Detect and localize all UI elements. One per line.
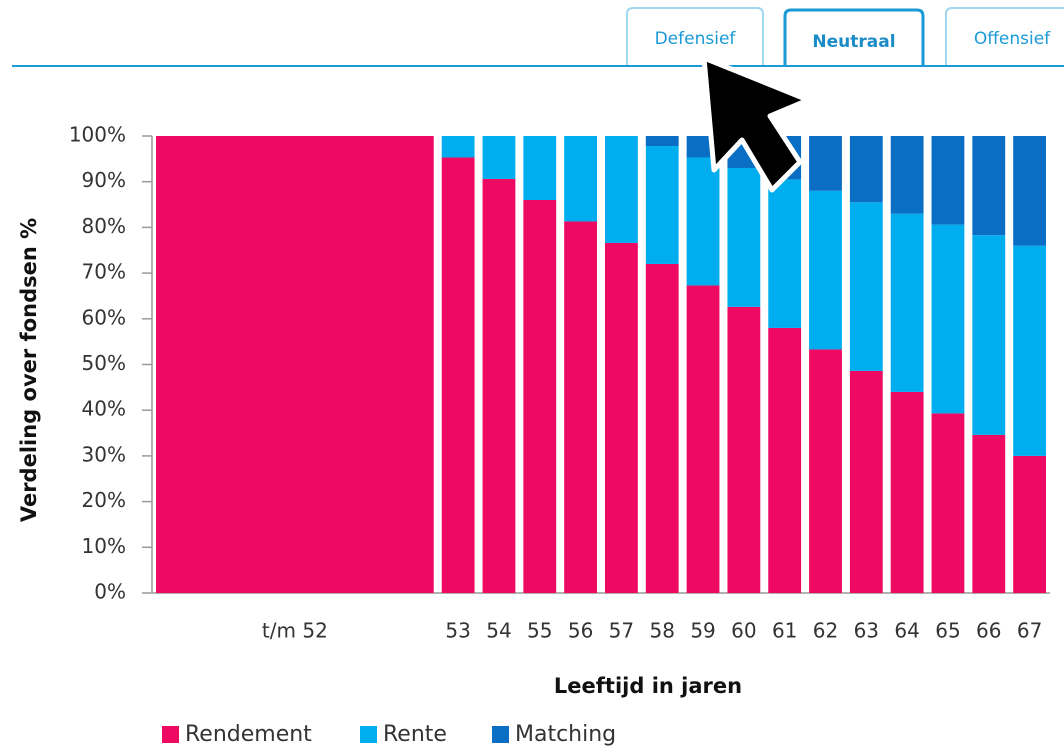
tab-label[interactable]: Offensief [974,29,1051,49]
x-tick-label: 62 [813,619,838,643]
bar-segment [768,327,802,593]
y-tick-label: 30% [82,442,126,466]
bar-segment [564,136,597,222]
y-tick-label: 20% [82,488,126,512]
x-tick-label: 66 [976,619,1001,643]
legend-label: Rente [383,722,447,747]
bar-segment [809,190,842,350]
tab-active[interactable] [783,8,925,66]
bar-segment [605,136,638,243]
bar-segment [890,391,924,593]
y-tick-label: 60% [82,305,126,329]
x-tick-label: 60 [731,619,756,643]
tab[interactable] [626,7,764,66]
bar-segment [1013,136,1046,246]
x-tick-label: 65 [935,619,960,643]
bar-segment [931,136,965,225]
bar-segment [645,136,679,147]
x-tick-label: 59 [690,619,715,643]
x-tick-label: 57 [609,619,634,643]
y-tick-label: 0% [94,580,126,604]
y-tick-label: 10% [82,534,126,558]
bar-segment [605,242,638,594]
bar-segment [727,306,761,593]
y-tick-label: 100% [69,123,126,147]
bar-segment [1013,455,1046,593]
x-tick-label: t/m 52 [262,619,328,643]
bar-segment [849,202,883,371]
tab-label[interactable]: Defensief [655,29,737,49]
tab[interactable] [945,7,1064,66]
x-tick-label: 61 [772,619,797,643]
bar-segment [156,136,434,593]
bar-segment [972,235,1006,435]
legend-swatch [162,726,179,743]
y-tick-label: 40% [82,397,126,421]
bar-segment [441,136,475,158]
x-tick-label: 56 [568,619,593,643]
bar-segment [523,199,557,594]
bar-segment [727,167,761,307]
mouse-cursor [701,55,811,193]
legend-swatch [492,726,509,743]
bar-segment [809,136,842,191]
bar-segment [482,178,516,593]
bar-segment [564,221,597,594]
bar-segment [972,434,1006,593]
bar-segment [890,136,924,214]
bar-segment [686,157,720,286]
bar-segment [849,136,883,203]
tabs: Defensief Neutraal Offensief [12,7,1064,67]
bar-segment [931,413,965,593]
bar-segment [890,213,924,392]
legend-swatch [360,726,377,743]
bar-segment [809,349,842,593]
bar-segment [686,285,720,593]
x-tick-label: 64 [894,619,919,643]
bar-segment [931,224,965,414]
bar-segment [972,136,1006,236]
legend-label: Matching [515,722,616,747]
x-tick-label: 53 [445,619,470,643]
bar-segment [441,157,475,593]
bar-segment [523,136,557,200]
bar-segment [1013,245,1046,456]
plot: 0% 10% 20% 30% 40% 50% 60% 70% 80% 90% 100% t/m 52 5… [69,123,1050,747]
y-tick-label: 70% [82,260,126,284]
x-tick-label: 54 [486,619,511,643]
bar-segment [768,179,802,328]
x-tick-label: 58 [650,619,675,643]
y-tick-label: 80% [82,214,126,238]
bar-segment [645,146,679,264]
y-tick-label: 50% [82,351,126,375]
tab-label-active[interactable]: Neutraal [812,32,895,52]
bar-segment [482,136,516,179]
bar-segment [645,263,679,593]
x-tick-label: 67 [1017,619,1042,643]
x-axis-title: Leeftijd in jaren [554,674,742,698]
x-tick-label: 55 [527,619,552,643]
y-tick-label: 90% [82,168,126,192]
legend-label: Rendement [185,722,312,747]
bar-segment [849,370,883,593]
x-tick-label: 63 [854,619,879,643]
y-axis-title: Verdeling over fondsen % [17,218,41,522]
